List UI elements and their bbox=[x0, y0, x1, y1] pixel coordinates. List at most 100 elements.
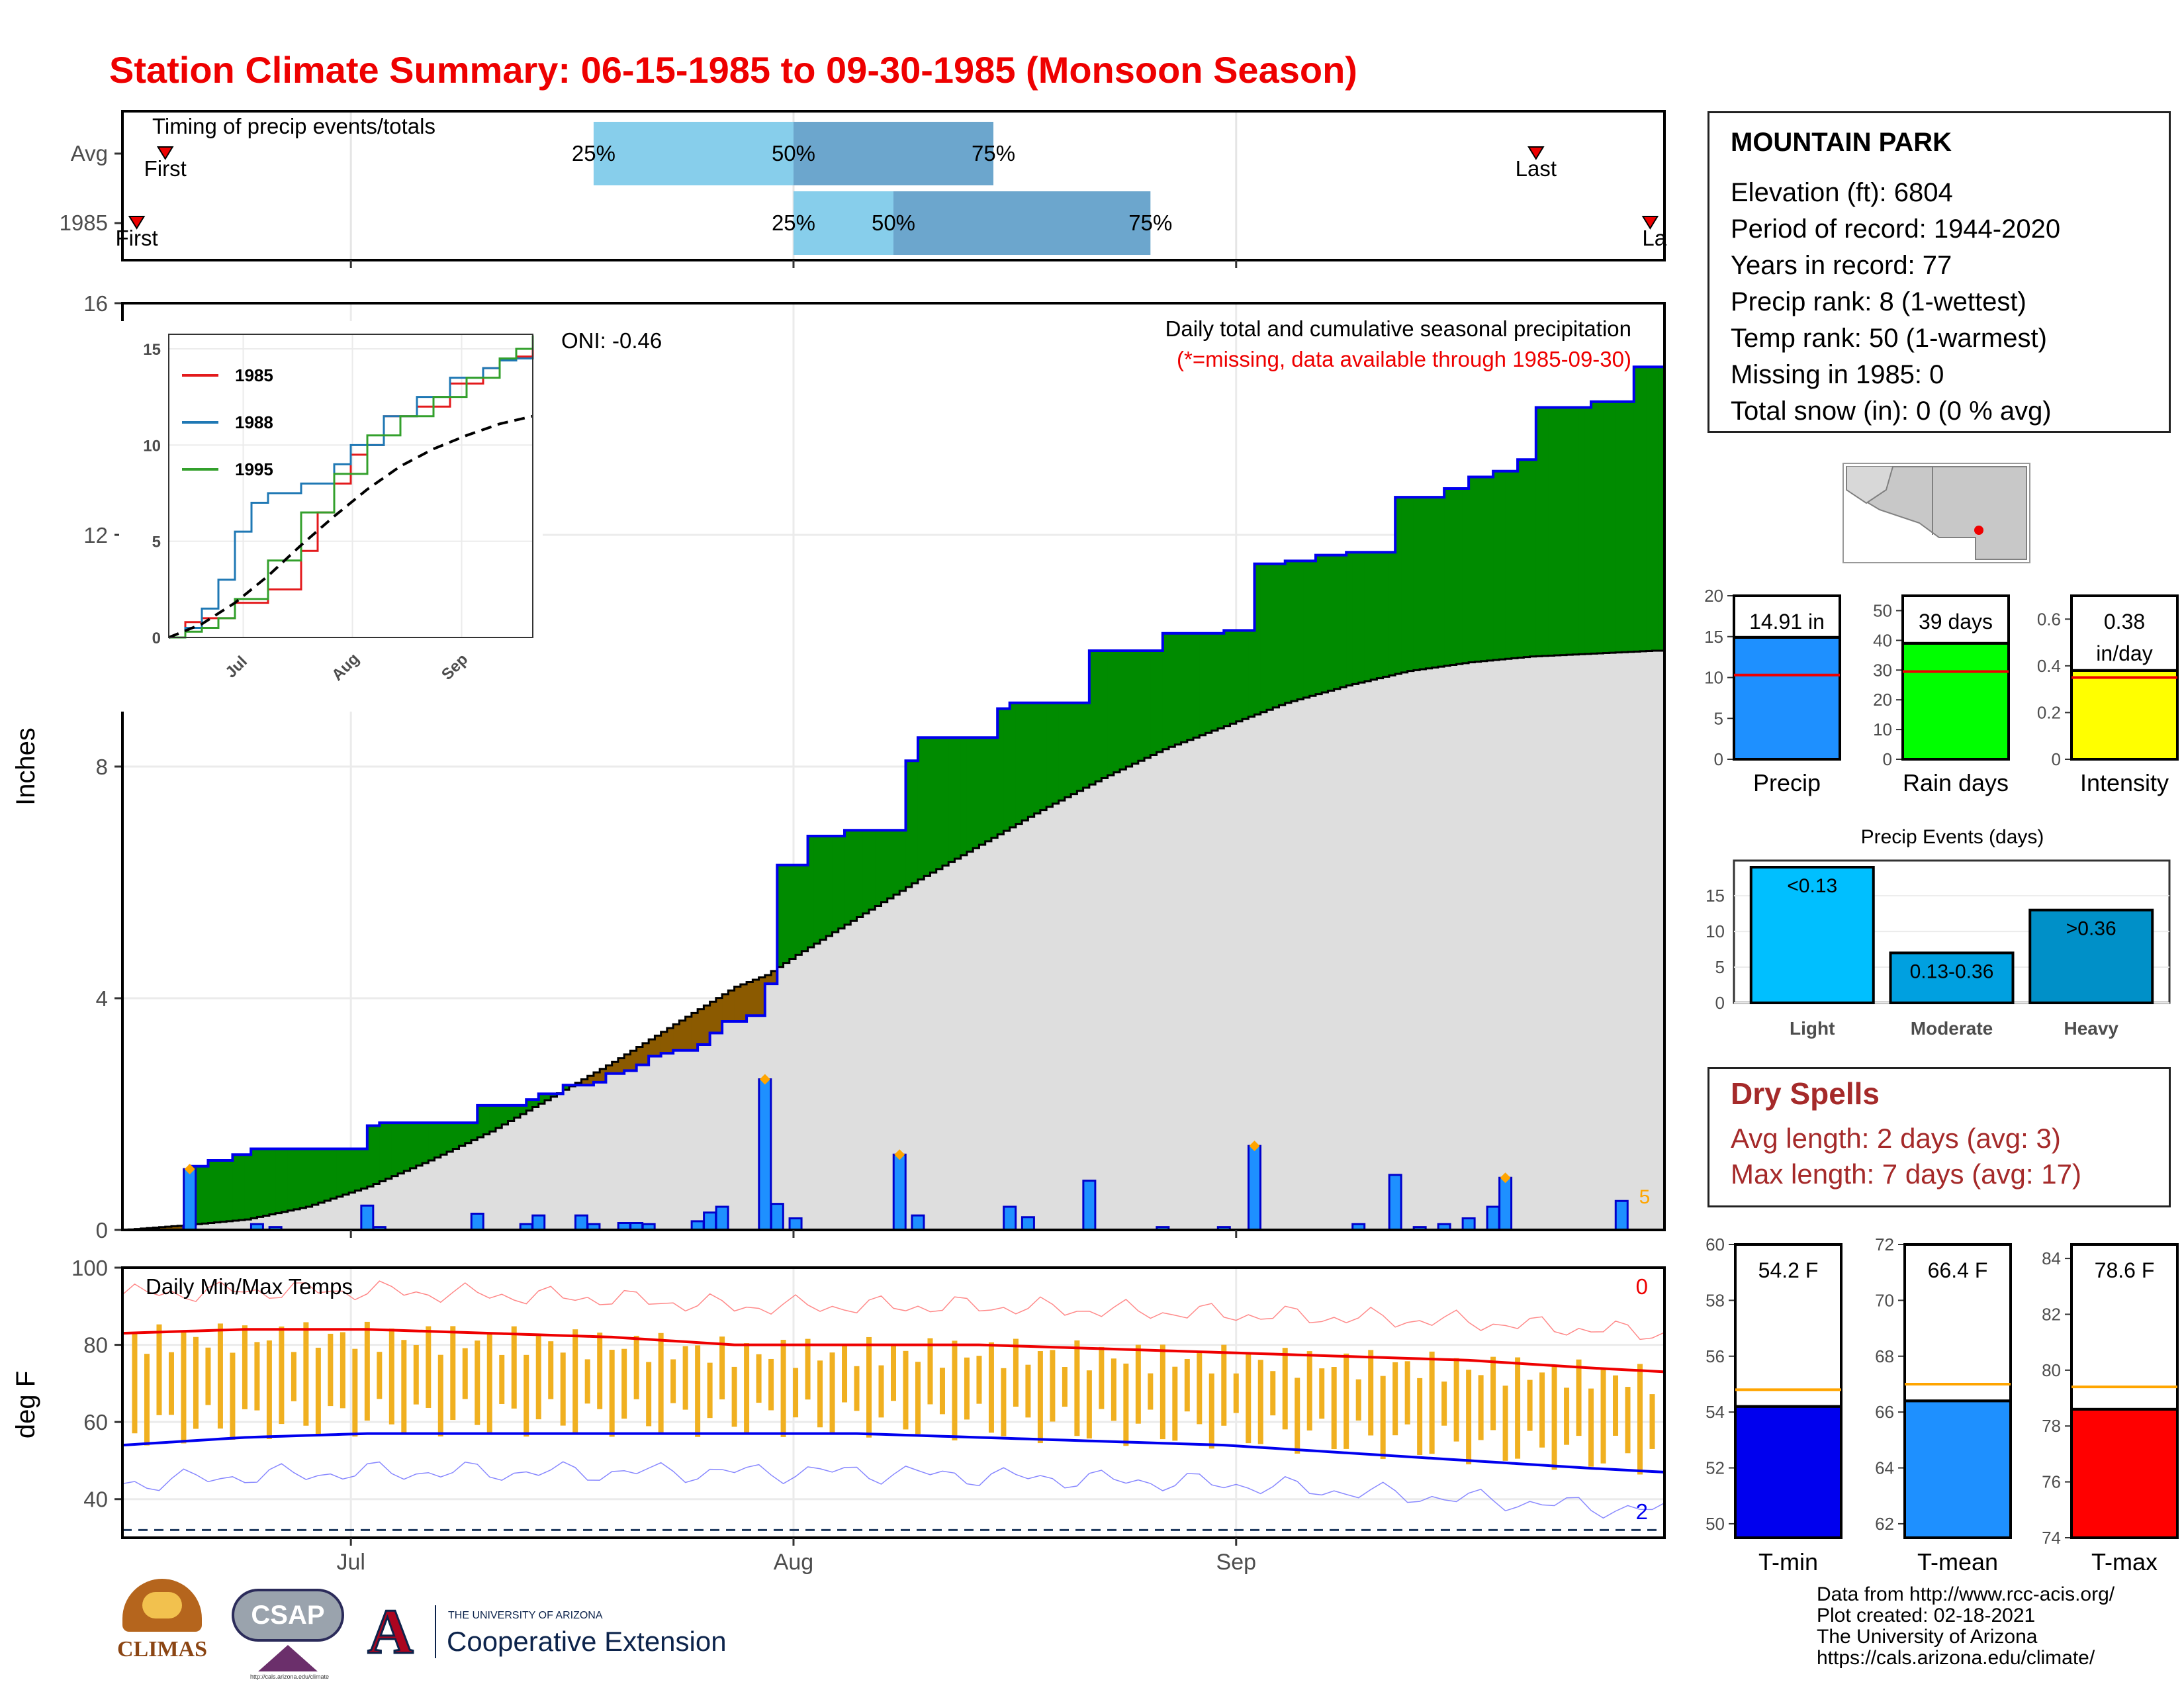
above-average-fill bbox=[960, 737, 968, 855]
above-average-fill bbox=[1475, 477, 1482, 662]
inset-y-tick-label: 10 bbox=[143, 437, 161, 455]
mini-y-tick-label: 84 bbox=[2042, 1248, 2061, 1268]
above-average-fill bbox=[471, 1123, 478, 1141]
daily-temp-range-bar bbox=[1478, 1375, 1484, 1440]
above-average-fill bbox=[1150, 651, 1158, 755]
below-average-fill bbox=[764, 975, 772, 984]
dry-spells-title: Dry Spells bbox=[1731, 1076, 1880, 1111]
above-average-fill bbox=[1254, 563, 1261, 715]
daily-precip-bar bbox=[892, 1153, 907, 1231]
daily-temp-range-bar bbox=[1270, 1371, 1276, 1416]
station-missing: Missing in 1985: 0 bbox=[1731, 360, 1944, 389]
daily-temp-range-bar bbox=[817, 1360, 823, 1428]
temp-chart-title: Daily Min/Max Temps bbox=[146, 1274, 353, 1299]
daily-max-marker bbox=[1249, 1141, 1260, 1152]
above-average-fill bbox=[342, 1149, 349, 1195]
temp-y-axis-label: deg F bbox=[11, 1371, 40, 1438]
mini-value-label-t-mean: 66.4 F bbox=[1928, 1258, 1988, 1282]
station-precip-rank: Precip rank: 8 (1-wettest) bbox=[1731, 287, 2026, 316]
above-average-fill bbox=[1572, 407, 1580, 655]
above-average-fill bbox=[1640, 367, 1647, 651]
above-average-fill bbox=[1046, 702, 1053, 807]
record-low-line bbox=[122, 1461, 1665, 1519]
daily-precip-bar bbox=[1003, 1205, 1017, 1231]
above-average-fill bbox=[1107, 651, 1115, 776]
average-max-temp-line bbox=[122, 1328, 1665, 1374]
daily-temp-range-bar bbox=[1062, 1367, 1068, 1407]
above-average-fill bbox=[447, 1123, 453, 1152]
above-average-fill bbox=[1597, 401, 1604, 653]
above-average-fill bbox=[948, 737, 956, 863]
daily-temp-range-bar bbox=[303, 1322, 309, 1426]
below-average-fill bbox=[691, 1013, 698, 1051]
above-average-fill bbox=[263, 1149, 270, 1216]
inset-border bbox=[168, 334, 533, 638]
daily-temp-range-bar bbox=[1172, 1366, 1178, 1441]
daily-temp-range-bar bbox=[548, 1341, 554, 1399]
daily-temp-range-bar bbox=[499, 1354, 505, 1404]
csap-logo: CSAP http://cals.arizona.edu/climate bbox=[232, 1582, 347, 1681]
mini-y-tick-label: 40 bbox=[1873, 630, 1892, 650]
above-average-fill bbox=[1015, 702, 1023, 824]
daily-precip-bar bbox=[574, 1214, 588, 1231]
mini-y-tick-label: 5 bbox=[1714, 708, 1723, 728]
daily-temp-range-bar bbox=[927, 1338, 933, 1405]
mini-y-tick-label: 60 bbox=[1706, 1235, 1725, 1254]
above-average-fill bbox=[887, 830, 894, 899]
hot-days-count: 0 bbox=[1636, 1274, 1648, 1299]
daily-temp-range-bar bbox=[584, 1359, 590, 1404]
below-average-fill bbox=[171, 1226, 178, 1230]
above-average-fill bbox=[544, 1094, 551, 1100]
above-average-fill bbox=[1193, 633, 1200, 738]
station-name: MOUNTAIN PARK bbox=[1731, 128, 1952, 157]
timing-title: Timing of precip events/totals bbox=[152, 114, 435, 138]
daily-temp-range-bar bbox=[193, 1336, 199, 1429]
above-average-fill bbox=[838, 836, 845, 929]
above-average-fill bbox=[1297, 561, 1304, 700]
below-average-fill bbox=[709, 1002, 717, 1033]
above-average-fill bbox=[1401, 497, 1408, 673]
precip-corner-count: 5 bbox=[1639, 1186, 1651, 1208]
daily-temp-range-bar bbox=[426, 1326, 432, 1409]
daily-precip-bar bbox=[1388, 1174, 1402, 1231]
above-average-fill bbox=[1058, 702, 1066, 801]
page-title: Station Climate Summary: 06-15-1985 to 0… bbox=[109, 49, 1357, 91]
daily-temp-range-bar bbox=[291, 1352, 296, 1401]
mini-y-tick-label: 30 bbox=[1873, 660, 1892, 680]
daily-temp-range-bar bbox=[915, 1362, 921, 1434]
precip-y-tick-label: 16 bbox=[83, 291, 108, 316]
mini-value-label-intensity: 0.38 bbox=[2104, 610, 2145, 633]
below-average-fill bbox=[728, 990, 735, 1021]
above-average-fill bbox=[1144, 651, 1151, 758]
mini-y-tick-label: 72 bbox=[1875, 1235, 1894, 1254]
daily-temp-range-bar bbox=[1539, 1372, 1545, 1448]
mini-panel-name-t-mean: T-mean bbox=[1917, 1548, 1998, 1575]
ua-logo: A THE UNIVERSITY OF ARIZONA Cooperative … bbox=[361, 1599, 745, 1668]
above-average-fill bbox=[502, 1105, 509, 1125]
mini-y-tick-label: 80 bbox=[2042, 1360, 2061, 1380]
above-average-fill bbox=[942, 737, 949, 866]
above-average-fill bbox=[202, 1166, 209, 1224]
x-tick-label-sep: Sep bbox=[1216, 1550, 1257, 1575]
temp-y-tick-label: 80 bbox=[83, 1333, 108, 1358]
precip-y-tick-label: 8 bbox=[96, 755, 108, 779]
daily-temp-range-bar bbox=[866, 1336, 872, 1438]
daily-temp-range-bar bbox=[1184, 1359, 1190, 1412]
daily-temp-range-bar bbox=[1613, 1375, 1619, 1436]
daily-precip-bar bbox=[470, 1213, 484, 1231]
footer-credits: Data from http://www.rcc-acis.org/ Plot … bbox=[1817, 1584, 2115, 1669]
above-average-fill bbox=[911, 761, 919, 884]
daily-temp-range-bar bbox=[1490, 1356, 1496, 1430]
daily-max-marker bbox=[184, 1164, 195, 1175]
above-average-fill bbox=[1584, 407, 1592, 654]
above-average-fill bbox=[526, 1100, 533, 1111]
above-average-fill bbox=[324, 1149, 331, 1201]
temp-panel: 40 60 80 100 Daily Min/Max Temps 0 2 Jul Aug Sep d… bbox=[11, 1256, 1666, 1575]
below-average-fill bbox=[617, 1058, 625, 1074]
above-average-fill bbox=[1535, 407, 1543, 657]
daily-precip-bar bbox=[1486, 1205, 1500, 1231]
timing-label-25-avg: 25% bbox=[572, 141, 615, 165]
station-location-dot bbox=[1974, 526, 1983, 535]
daily-temp-range-bar bbox=[486, 1333, 492, 1434]
below-average-fill bbox=[704, 1005, 711, 1045]
